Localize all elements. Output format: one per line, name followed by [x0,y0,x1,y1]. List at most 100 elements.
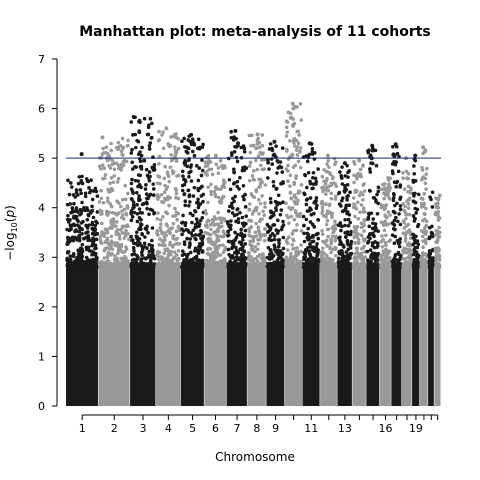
chart-title: Manhattan plot: meta-analysis of 11 coho… [79,24,431,40]
snp-point [65,235,70,240]
snp-point [74,214,78,219]
snp-point [206,153,211,158]
snp-point [404,265,409,269]
snp-point [248,226,252,230]
snp-point [359,251,364,256]
top-hit-point [272,139,277,144]
snp-point [125,204,130,208]
snp-point [251,169,256,173]
top-hit-point [290,123,295,128]
snp-point [124,228,128,233]
snp-point [290,261,294,266]
snp-point [397,244,402,249]
snp-point [340,256,345,260]
snp-point [388,213,392,217]
top-hit-point [142,158,147,163]
snp-point [382,196,387,201]
snp-point [129,181,134,186]
top-hit-point [235,141,240,146]
snp-point [218,159,223,163]
snp-point [250,173,255,178]
snp-point [266,230,271,234]
snp-point [267,147,272,151]
snp-point [358,257,363,261]
snp-point [420,165,424,170]
snp-point [392,262,397,266]
snp-point [198,261,203,266]
snp-point [406,202,411,206]
snp-point [368,232,372,236]
snp-point [295,249,300,254]
snp-point [176,248,181,253]
snp-point [173,151,178,156]
snp-point [235,257,240,262]
snp-point [200,249,205,253]
snp-point [166,229,170,234]
snp-point [329,237,333,242]
snp-point [333,246,338,250]
snp-point [208,232,213,237]
snp-point [292,217,297,222]
snp-point [344,250,349,254]
snp-point [147,253,151,257]
snp-point [144,167,149,172]
snp-point [371,231,375,236]
snp-point [199,228,203,233]
top-hit-point [116,146,121,151]
snp-point [349,242,353,247]
snp-point [119,168,123,172]
snp-point [412,238,417,242]
snp-point [65,202,70,207]
snp-point [152,166,156,170]
snp-point [157,264,162,268]
snp-point [190,220,194,225]
snp-point [279,208,284,212]
snp-point [182,263,186,268]
snp-point [381,249,386,253]
snp-point [380,245,385,249]
snp-point [343,217,347,222]
snp-point [168,165,173,170]
top-hit-point [189,132,194,137]
snp-point [75,223,80,227]
snp-point [187,204,191,208]
snp-point [421,245,425,250]
snp-point [99,241,104,246]
snp-point [396,250,401,255]
snp-point [242,249,246,253]
snp-point [424,187,428,191]
snp-point [198,244,203,249]
snp-point [195,264,200,269]
chromosome-19-dense-band [412,262,420,406]
snp-point [175,260,180,265]
snp-point [298,265,302,269]
snp-point [319,256,324,260]
snp-point [333,226,338,231]
snp-point [359,246,364,251]
snp-point [406,171,411,176]
snp-point [232,199,236,204]
snp-point [259,256,264,260]
snp-point [380,182,385,187]
snp-point [84,255,89,260]
snp-point [213,243,217,247]
snp-point [139,257,144,261]
snp-point [416,192,421,197]
snp-point [355,200,360,205]
snp-point [135,219,140,224]
snp-point [151,182,155,186]
snp-point [216,210,220,215]
snp-point [412,164,416,168]
snp-point [94,189,99,194]
snp-point [421,239,426,243]
snp-point [353,203,357,208]
snp-point [162,190,167,195]
snp-point [265,255,270,260]
snp-point [268,196,273,201]
snp-point [84,259,88,264]
snp-point [296,141,301,146]
snp-point [149,136,154,140]
snp-point [90,231,95,236]
snp-point [279,265,284,270]
snp-point [182,192,187,197]
